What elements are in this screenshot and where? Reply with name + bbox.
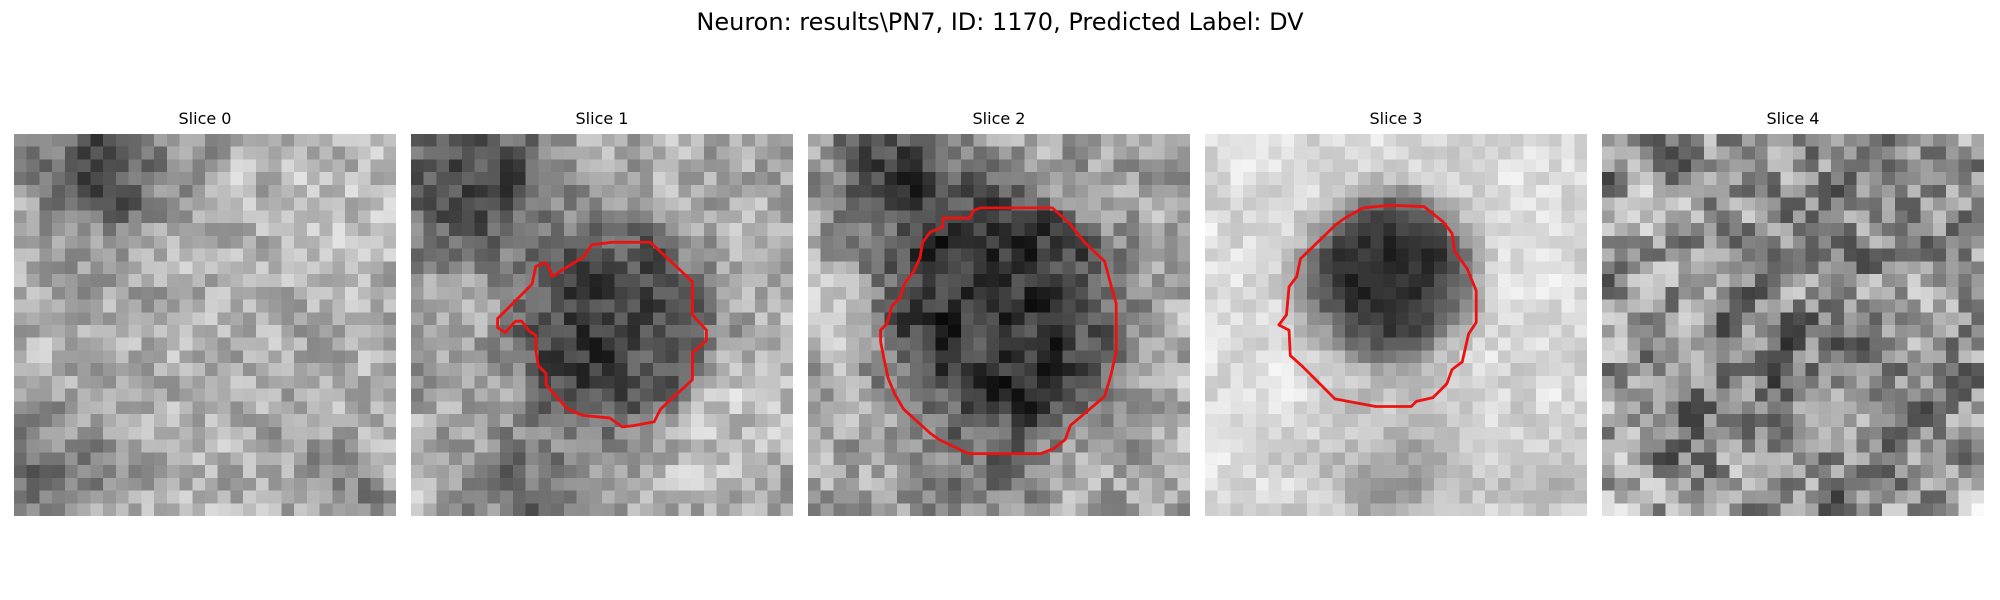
segmentation-contour bbox=[496, 240, 708, 429]
slice-title: Slice 1 bbox=[575, 109, 629, 128]
segmentation-contour bbox=[1277, 203, 1478, 408]
figure-title: Neuron: results\PN7, ID: 1170, Predicted… bbox=[696, 8, 1304, 36]
slice-title: Slice 0 bbox=[178, 109, 232, 128]
slice-title: Slice 4 bbox=[1766, 109, 1820, 128]
slice-image bbox=[411, 134, 793, 516]
slice-image bbox=[1205, 134, 1587, 516]
slice-image bbox=[14, 134, 396, 516]
slice-title: Slice 2 bbox=[972, 109, 1026, 128]
slice-image bbox=[1602, 134, 1984, 516]
segmentation-contour bbox=[879, 206, 1118, 456]
slice-title: Slice 3 bbox=[1369, 109, 1423, 128]
slice-image bbox=[808, 134, 1190, 516]
